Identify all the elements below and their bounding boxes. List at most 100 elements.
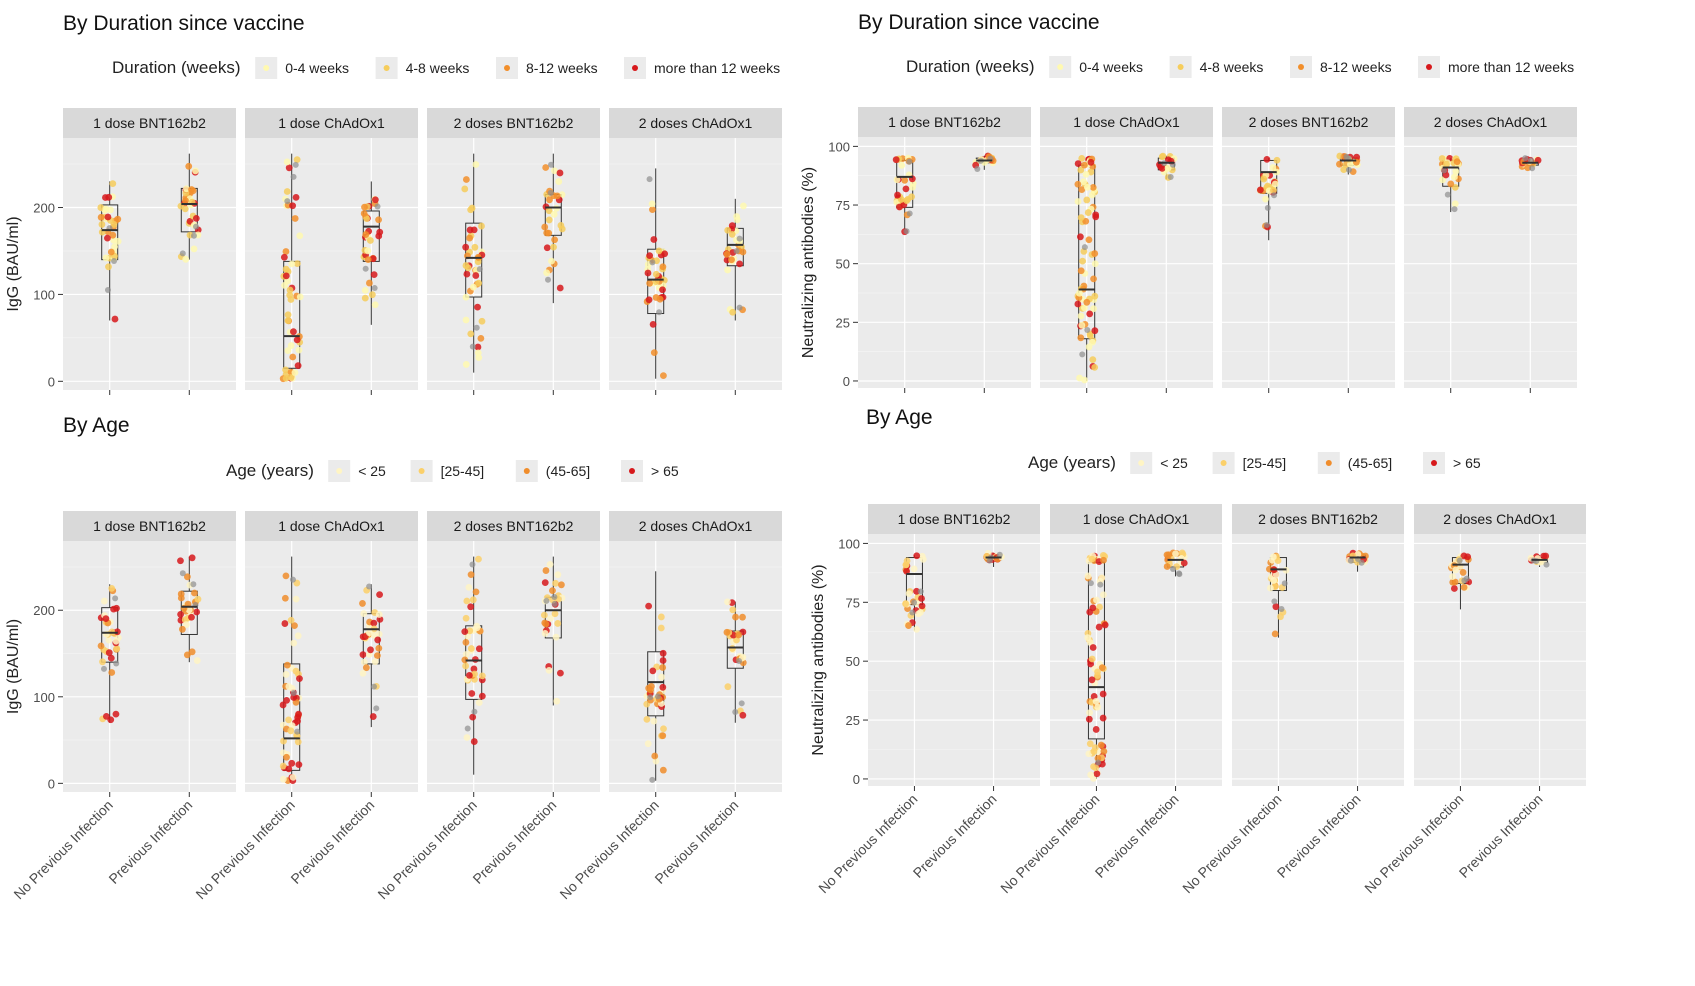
data-point — [1340, 166, 1348, 174]
data-point — [290, 328, 297, 336]
facet-strip — [1404, 107, 1577, 137]
panel-background — [1222, 137, 1395, 388]
data-point-outlier — [284, 198, 291, 205]
data-point — [188, 613, 195, 621]
facet-label: 2 doses ChAdOx1 — [1443, 511, 1557, 527]
facet-panel-1-dose-bnt162b2: 1 dose BNT162b2 No Previous InfectionPrev… — [10, 511, 236, 902]
data-point — [359, 669, 367, 677]
data-point — [659, 732, 667, 740]
data-point — [644, 740, 652, 748]
y-tick-label: 100 — [33, 287, 55, 302]
y-tick-label: 100 — [33, 690, 55, 705]
data-point-outlier — [190, 232, 197, 239]
data-point — [104, 234, 111, 242]
data-point-outlier — [473, 324, 480, 331]
data-point-outlier — [736, 304, 743, 311]
y-tick-label: 100 — [828, 139, 850, 154]
panel-background — [609, 138, 782, 390]
data-point-outlier — [543, 597, 550, 604]
data-point — [1164, 164, 1172, 172]
data-point — [294, 632, 302, 640]
data-point — [645, 296, 653, 304]
y-tick-label: 200 — [33, 201, 55, 216]
y-tick-label: 0 — [48, 776, 55, 791]
data-point — [1163, 551, 1171, 559]
facet-label: 1 dose BNT162b2 — [93, 518, 206, 534]
data-point-outlier — [647, 694, 654, 701]
data-point — [1086, 740, 1094, 748]
data-point — [177, 610, 184, 618]
data-point-outlier — [1451, 206, 1458, 213]
data-point — [286, 286, 294, 294]
facet-strip — [427, 511, 600, 541]
data-point — [1256, 186, 1264, 194]
data-point — [375, 644, 383, 652]
data-point — [1079, 257, 1086, 265]
data-point-outlier — [646, 176, 653, 183]
data-point — [1099, 714, 1107, 722]
panel-background — [427, 138, 600, 390]
legend-title: Duration (weeks) — [112, 58, 241, 77]
legend-title: Age (years) — [1028, 453, 1116, 472]
chart-nab_age: By Age Neutralizing antibodies (%) 0 25 50 75… — [810, 406, 1586, 896]
points-previous-infection — [541, 161, 566, 292]
data-point — [1263, 155, 1271, 163]
data-point — [659, 286, 666, 294]
points-previous-infection — [177, 554, 202, 664]
data-point — [283, 158, 291, 166]
data-point-outlier — [100, 665, 107, 672]
data-point — [182, 197, 189, 205]
data-point — [282, 671, 290, 678]
legend-label-4-8-weeks: 4-8 weeks — [406, 60, 470, 76]
data-point — [107, 654, 115, 662]
data-point-outlier — [733, 248, 740, 255]
data-point — [472, 588, 480, 596]
panel-background — [609, 541, 782, 792]
box-no-previous-infection — [1438, 155, 1463, 213]
data-point — [285, 765, 293, 773]
y-axis-title: Neutralizing antibodies (%) — [800, 167, 817, 358]
data-point — [97, 213, 105, 221]
box-no-previous-infection — [1256, 155, 1281, 241]
facet-panel-2-doses-bnt162b2: 2 doses BNT162b2 — [1222, 107, 1395, 393]
data-point — [1077, 267, 1085, 275]
data-point — [291, 369, 299, 377]
data-point — [1460, 583, 1468, 591]
box-no-previous-infection — [1266, 552, 1290, 638]
data-point — [362, 664, 370, 672]
data-point — [645, 602, 653, 610]
data-point — [284, 317, 292, 325]
data-point — [359, 651, 367, 659]
data-point — [1277, 613, 1284, 621]
data-point — [365, 279, 373, 287]
data-point — [729, 606, 737, 614]
data-point-outlier — [736, 235, 743, 242]
data-point — [462, 651, 470, 658]
facet-strip — [858, 107, 1031, 137]
data-point — [467, 645, 475, 652]
data-point — [474, 303, 481, 311]
data-point — [552, 633, 560, 641]
data-point — [896, 203, 903, 211]
data-point — [369, 255, 377, 263]
box-no-previous-infection — [1074, 154, 1100, 384]
data-point-outlier — [374, 203, 381, 210]
data-point — [296, 675, 303, 683]
data-point-outlier — [464, 725, 471, 732]
data-point-outlier — [1345, 166, 1352, 173]
data-point — [1099, 690, 1107, 698]
data-point — [647, 686, 655, 694]
data-point — [1089, 356, 1097, 364]
data-point — [291, 215, 299, 222]
data-point — [903, 197, 911, 205]
legend-title: Age (years) — [226, 461, 314, 480]
data-point — [365, 629, 373, 637]
facet-strip — [63, 511, 236, 541]
data-point — [472, 161, 480, 168]
data-point — [193, 608, 201, 616]
data-point — [739, 613, 746, 621]
data-point-outlier — [289, 576, 296, 583]
data-point — [547, 614, 555, 622]
data-point — [467, 571, 475, 579]
